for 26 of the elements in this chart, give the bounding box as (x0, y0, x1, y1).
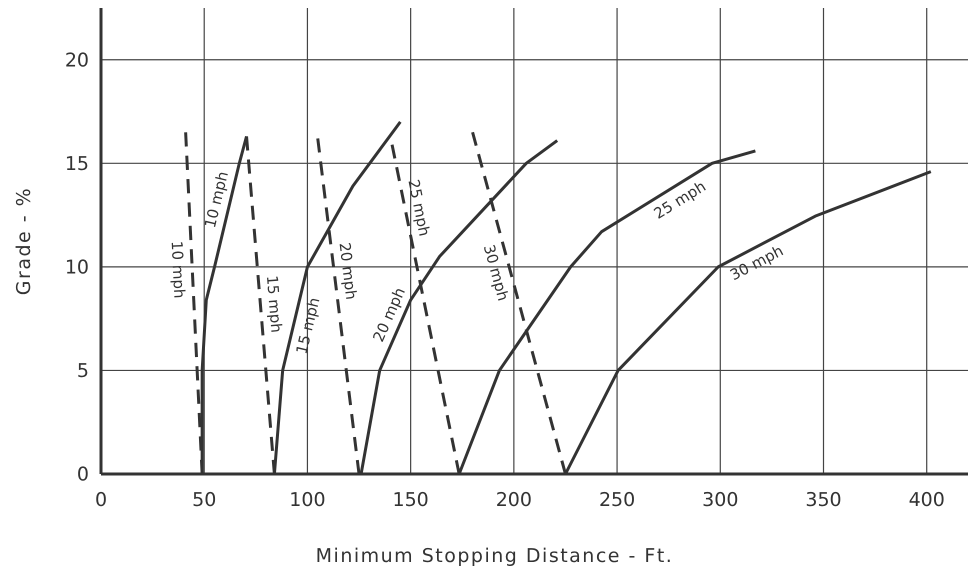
text: 30 mph (480, 242, 512, 303)
text: 15 mph (292, 296, 324, 356)
x-tick-label: 150 (392, 489, 429, 511)
x-axis-title: Minimum Stopping Distance - Ft. (316, 545, 674, 567)
text: 15 mph (262, 274, 286, 334)
text: 20 mph (335, 241, 360, 301)
text: 25 mph (404, 178, 434, 238)
y-tick-label: 0 (76, 464, 89, 486)
y-tick-label: 20 (64, 49, 89, 72)
y-tick-label: 10 (64, 256, 89, 279)
text: 10 mph (168, 240, 188, 299)
x-tick-label: 200 (496, 489, 532, 511)
y-tick-label: 15 (64, 152, 89, 175)
text: 20 mph (369, 284, 409, 345)
x-tick-label: 250 (598, 489, 636, 511)
y-axis-title: Grade - % (13, 186, 35, 296)
x-tick-label: 0 (94, 489, 108, 511)
x-tick-label: 50 (192, 489, 216, 511)
x-tick-label: 400 (908, 489, 945, 511)
text: 10 mph (201, 170, 232, 230)
x-tick-label: 100 (289, 489, 326, 511)
y-tick-label: 5 (76, 360, 89, 382)
text: 30 mph (727, 242, 786, 284)
x-tick-label: 350 (805, 489, 842, 511)
x-tick-label: 300 (702, 489, 738, 511)
text: 25 mph (650, 177, 710, 223)
